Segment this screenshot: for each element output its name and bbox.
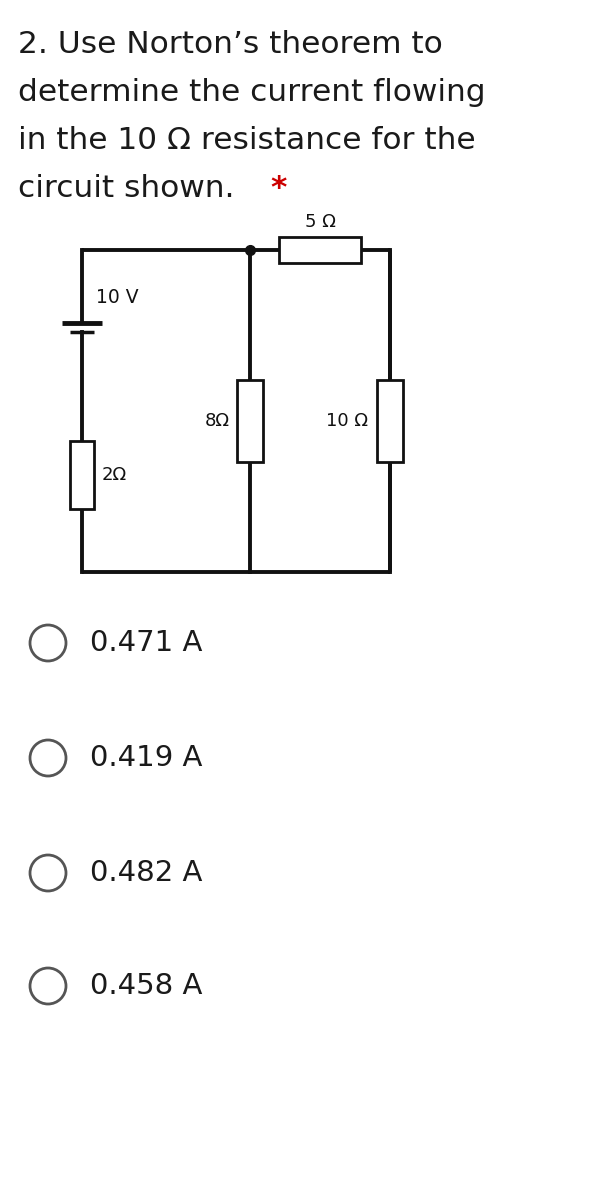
Bar xyxy=(70,440,94,509)
Text: 0.419 A: 0.419 A xyxy=(90,744,203,772)
Bar xyxy=(377,380,403,462)
Text: *: * xyxy=(270,174,286,203)
Text: 2Ω: 2Ω xyxy=(102,466,127,484)
Text: 8Ω: 8Ω xyxy=(205,412,230,430)
Text: 0.458 A: 0.458 A xyxy=(90,972,203,1000)
Text: in the 10 Ω resistance for the: in the 10 Ω resistance for the xyxy=(18,126,476,155)
Bar xyxy=(237,380,263,462)
Text: 5 Ω: 5 Ω xyxy=(305,214,335,230)
Text: determine the current flowing: determine the current flowing xyxy=(18,78,486,107)
Text: 2. Use Norton’s theorem to: 2. Use Norton’s theorem to xyxy=(18,30,442,59)
Text: 10 V: 10 V xyxy=(96,288,139,307)
Text: 0.482 A: 0.482 A xyxy=(90,859,203,887)
Bar xyxy=(279,236,361,263)
Text: 10 Ω: 10 Ω xyxy=(326,412,368,430)
Text: circuit shown.: circuit shown. xyxy=(18,174,234,203)
Text: 0.471 A: 0.471 A xyxy=(90,629,203,658)
